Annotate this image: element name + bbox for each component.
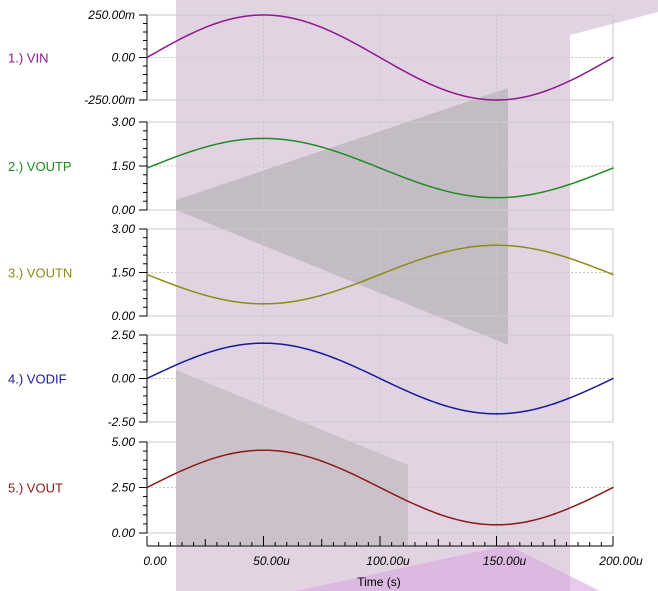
data-point — [204, 146, 207, 149]
series-name-label: 1.) VIN — [8, 51, 48, 66]
series-name-label: 4.) VODIF — [8, 372, 67, 387]
y-tick-label: 250.00m — [87, 8, 135, 22]
y-tick-label: 0.00 — [112, 51, 136, 65]
overlay-bottom-shape — [296, 545, 600, 591]
data-point — [262, 303, 265, 305]
x-tick-label: 200.00u — [598, 554, 643, 568]
y-tick-label: -2.50 — [108, 415, 136, 429]
data-point — [495, 196, 498, 199]
data-point — [379, 377, 381, 380]
data-point — [204, 26, 207, 29]
data-point — [320, 352, 323, 355]
data-point — [320, 146, 323, 149]
y-tick-label: 2.50 — [111, 328, 136, 342]
data-point — [262, 14, 265, 16]
series-name-label: 3.) VOUTN — [8, 266, 72, 281]
y-tick-label: 3.00 — [112, 222, 136, 236]
y-tick-label: 0.00 — [112, 203, 136, 217]
data-point — [612, 377, 614, 380]
data-point — [612, 486, 614, 489]
panel-2: 3.00 1.50 0.00 2.) VOUTP — [8, 115, 614, 217]
data-point — [320, 294, 323, 296]
data-point — [146, 56, 148, 59]
panel-3: 3.00 1.50 0.00 3.) VOUTN — [8, 222, 614, 323]
data-point — [204, 460, 207, 463]
data-point — [146, 273, 148, 276]
data-point — [320, 460, 323, 463]
data-point — [612, 56, 614, 59]
data-point — [379, 56, 381, 59]
y-tick-label: 1.50 — [112, 266, 136, 280]
y-tick-label: -250.00m — [84, 93, 135, 107]
data-point — [553, 253, 556, 255]
data-point — [495, 99, 498, 101]
data-point — [437, 86, 440, 89]
x-axis: 0.00 50.00u 100.00u 150.00u 200.00u — [143, 536, 643, 568]
x-axis-label: Time (s) — [357, 575, 401, 589]
data-point — [437, 253, 440, 255]
data-point — [379, 167, 381, 169]
x-tick-label: 100.00u — [366, 554, 410, 568]
y-tick-label: 0.00 — [112, 309, 136, 323]
series-name-label: 5.) VOUT — [8, 481, 63, 496]
overlay-gray-shape-upper — [176, 88, 508, 345]
data-point — [553, 402, 556, 405]
data-point — [204, 294, 207, 296]
y-tick-label: 0.00 — [112, 372, 136, 386]
series-name-label: 2.) VOUTP — [8, 159, 72, 174]
data-point — [320, 26, 323, 29]
data-point — [495, 524, 498, 526]
data-point — [379, 273, 381, 276]
y-tick-label: 0.00 — [112, 526, 136, 540]
data-point — [553, 86, 556, 89]
data-point — [495, 413, 498, 415]
data-point — [146, 377, 148, 380]
data-point — [437, 188, 440, 190]
x-tick-label: 50.00u — [253, 554, 290, 568]
data-point — [262, 342, 265, 344]
data-point — [262, 449, 265, 451]
panel-4: 2.50 0.00 -2.50 4.) VODIF — [8, 328, 614, 429]
data-point — [379, 486, 381, 489]
panel-5: 5.00 2.50 0.00 5.) VOUT — [8, 435, 614, 540]
data-point — [262, 137, 265, 140]
overlay-gray-shape-lower — [176, 370, 408, 545]
y-tick-label: 5.00 — [112, 435, 136, 449]
x-tick-label: 0.00 — [143, 554, 167, 568]
data-point — [495, 244, 498, 247]
data-point — [437, 512, 440, 515]
data-point — [204, 352, 207, 355]
background-overlay — [176, 0, 658, 591]
panel-1: 250.00m 0.00 -250.00m 1.) VIN — [8, 8, 614, 107]
data-point — [553, 188, 556, 190]
y-tick-label: 1.50 — [112, 159, 136, 173]
data-point — [612, 273, 614, 276]
data-point — [612, 167, 614, 169]
y-tick-label: 2.50 — [111, 481, 136, 495]
data-point — [146, 486, 148, 489]
data-point — [437, 402, 440, 405]
data-point — [146, 167, 148, 169]
overlay-purple-shape — [176, 0, 658, 591]
data-point — [553, 512, 556, 515]
x-tick-label: 150.00u — [483, 554, 527, 568]
y-tick-label: 3.00 — [112, 115, 136, 129]
